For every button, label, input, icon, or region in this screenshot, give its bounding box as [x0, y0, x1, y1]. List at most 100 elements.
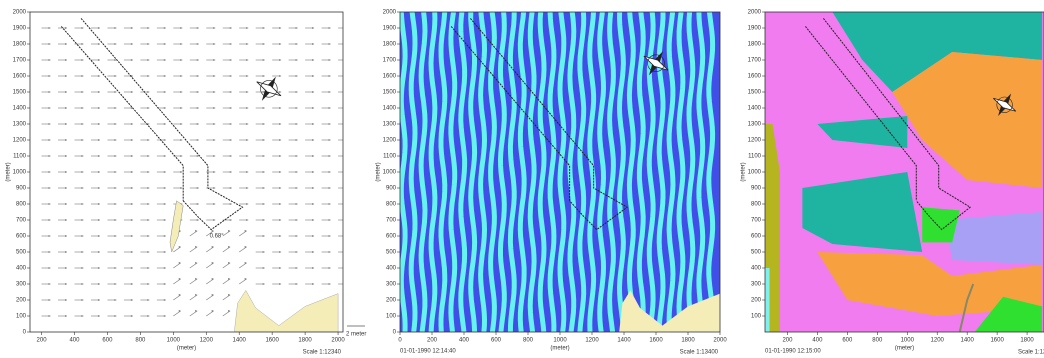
arrow-head — [114, 123, 116, 125]
scale-label: Scale 1:13400 — [680, 350, 719, 356]
arrow-head — [147, 299, 149, 301]
vector-arrow — [190, 247, 197, 252]
arrow-head — [49, 75, 51, 77]
arrow-head — [230, 203, 232, 205]
arrow-head — [296, 235, 298, 237]
arrow-head — [180, 139, 182, 141]
x-tick-label: 400 — [812, 338, 823, 344]
x-tick-label: 1200 — [931, 338, 945, 344]
arrow-head — [312, 155, 314, 157]
arrow-head — [65, 251, 67, 253]
arrow-head — [49, 155, 51, 157]
arrow-head — [345, 219, 347, 221]
arrow-head — [263, 59, 265, 61]
plot-area — [765, 12, 1044, 332]
arrow-head — [164, 75, 166, 77]
arrow-head — [49, 315, 51, 317]
arrow-head — [213, 91, 215, 93]
arrow-head — [65, 235, 67, 237]
arrow-head — [180, 155, 182, 157]
arrow-head — [345, 187, 347, 189]
arrow-head — [263, 75, 265, 77]
arrow-head — [230, 43, 232, 45]
arrow-head — [279, 155, 281, 157]
arrow-head — [147, 139, 149, 141]
arrow-head — [345, 123, 347, 125]
arrow-head — [296, 27, 298, 29]
y-tick-label: 1400 — [13, 106, 27, 112]
arrow-head — [329, 91, 331, 93]
y-tick-label: 1600 — [748, 74, 762, 80]
arrow-head — [65, 123, 67, 125]
x-axis-label: (meter) — [550, 346, 569, 352]
x-tick-label: 1200 — [585, 338, 599, 344]
y-tick-label: 1500 — [748, 90, 762, 96]
arrow-head — [329, 59, 331, 61]
y-tick-label: 0 — [393, 330, 397, 336]
arrow-head — [49, 267, 51, 269]
arrow-head — [164, 27, 166, 29]
arrow-head — [213, 171, 215, 173]
y-tick-label: 200 — [16, 298, 27, 304]
arrow-head — [49, 299, 51, 301]
arrow-head — [312, 235, 314, 237]
arrow-head — [65, 219, 67, 221]
vector-arrow — [173, 279, 180, 284]
arrow-head — [197, 139, 199, 141]
arrow-head — [147, 155, 149, 157]
arrow-head — [230, 139, 232, 141]
arrow-head — [98, 171, 100, 173]
vector-arrow — [239, 231, 246, 236]
vector-arrow — [190, 311, 197, 316]
arrow-head — [164, 171, 166, 173]
arrow-head — [131, 139, 133, 141]
arrow-head — [49, 187, 51, 189]
arrow-head — [263, 107, 265, 109]
arrow-head — [213, 203, 215, 205]
y-tick-label: 1200 — [748, 138, 762, 144]
arrow-head — [213, 155, 215, 157]
y-tick-label: 1100 — [748, 154, 762, 160]
vector-arrow — [190, 263, 197, 268]
y-tick-label: 200 — [386, 298, 397, 304]
arrow-head — [246, 107, 248, 109]
arrow-head — [246, 155, 248, 157]
vector-arrow — [190, 231, 197, 236]
y-tick-label: 400 — [751, 266, 762, 272]
arrow-head — [279, 219, 281, 221]
arrow-head — [131, 171, 133, 173]
vector-arrow — [206, 295, 213, 300]
breakwater — [61, 26, 183, 200]
arrow-head — [131, 299, 133, 301]
arrow-head — [180, 171, 182, 173]
y-tick-label: 600 — [16, 234, 27, 240]
arrow-head — [345, 267, 347, 269]
x-tick-label: 600 — [491, 338, 502, 344]
arrow-head — [296, 171, 298, 173]
arrow-head — [131, 283, 133, 285]
arrow-head — [230, 219, 232, 221]
y-tick-label: 900 — [16, 186, 27, 192]
arrow-head — [246, 219, 248, 221]
arrow-head — [197, 59, 199, 61]
arrow-head — [180, 27, 182, 29]
arrow-head — [279, 27, 281, 29]
y-axis-label: (meter) — [6, 162, 12, 181]
y-tick-label: 100 — [16, 314, 27, 320]
arrow-head — [197, 43, 199, 45]
vector-arrow — [223, 247, 230, 252]
arrow-head — [49, 203, 51, 205]
y-tick-label: 1400 — [748, 106, 762, 112]
x-tick-label: 400 — [69, 338, 80, 344]
arrow-head — [81, 283, 83, 285]
arrow-head — [114, 27, 116, 29]
arrow-head — [65, 107, 67, 109]
arrow-head — [180, 107, 182, 109]
x-tick-label: 1600 — [649, 338, 663, 344]
arrow-head — [98, 267, 100, 269]
arrow-head — [81, 107, 83, 109]
arrow-head — [98, 123, 100, 125]
arrow-head — [329, 171, 331, 173]
arrow-head — [81, 139, 83, 141]
arrow-head — [98, 43, 100, 45]
